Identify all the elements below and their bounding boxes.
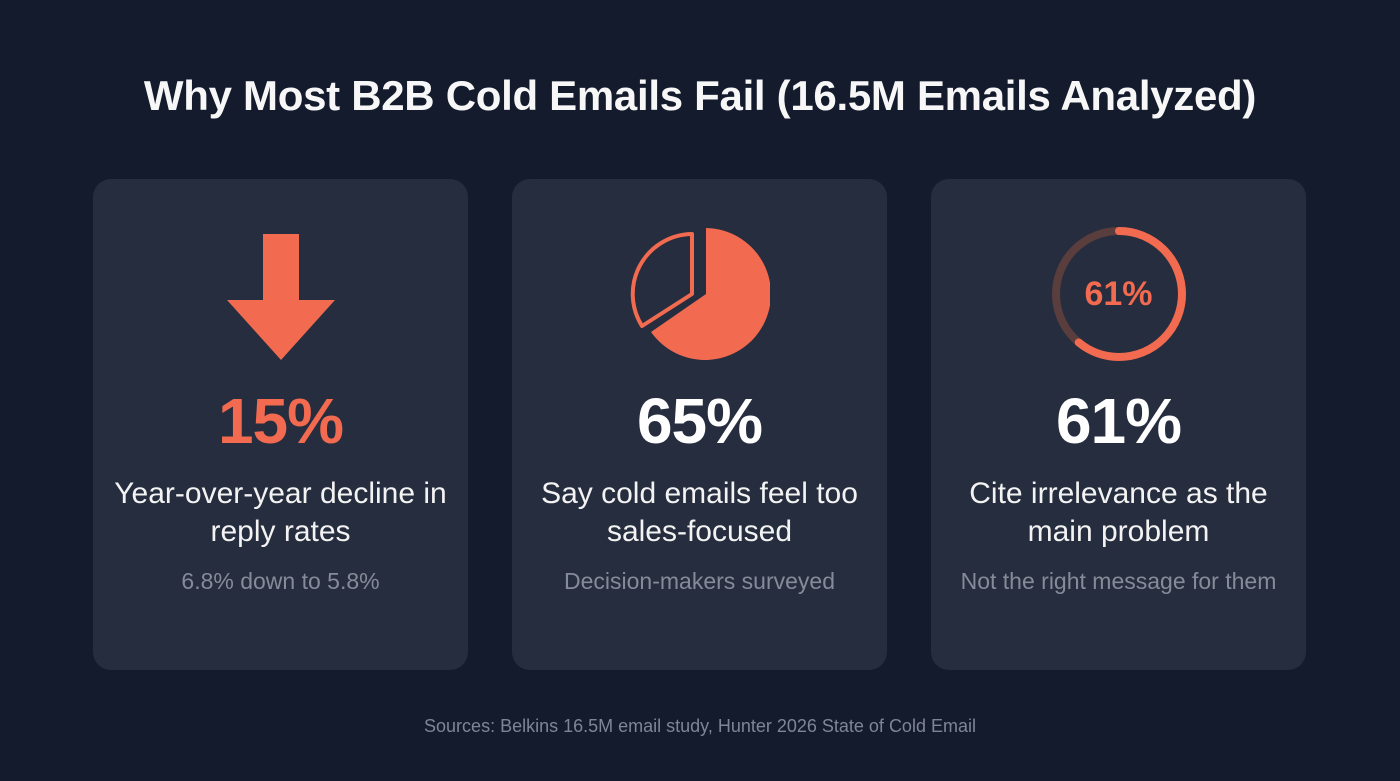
page-title: Why Most B2B Cold Emails Fail (16.5M Ema… [143, 72, 1257, 119]
stat-value: 15% [217, 385, 344, 457]
stat-headline: Year-over-year decline in reply rates [114, 477, 447, 548]
stat-card-reply-decline: 15% Year-over-year decline in reply rate… [93, 179, 468, 670]
stat-headline: Cite irrelevance as the main problem [969, 477, 1268, 548]
sources-footnote: Sources: Belkins 16.5M email study, Hunt… [424, 716, 976, 736]
stat-subtext: Not the right message for them [960, 568, 1277, 594]
ring-label: 61% [1084, 274, 1153, 313]
progress-ring-icon: 61% [1049, 224, 1189, 364]
stat-card-irrelevance: 61% 61% Cite irrelevance as the main pro… [931, 179, 1306, 670]
stat-value: 65% [636, 385, 763, 457]
stat-subtext: 6.8% down to 5.8% [181, 568, 380, 594]
stat-card-sales-focused: 65% Say cold emails feel too sales-focus… [512, 179, 887, 670]
stat-headline: Say cold emails feel too sales-focused [541, 477, 858, 548]
stat-value: 61% [1055, 385, 1182, 457]
stat-subtext: Decision-makers surveyed [564, 568, 835, 594]
pie-chart-icon [512, 219, 887, 369]
arrow-down-icon [93, 219, 468, 369]
